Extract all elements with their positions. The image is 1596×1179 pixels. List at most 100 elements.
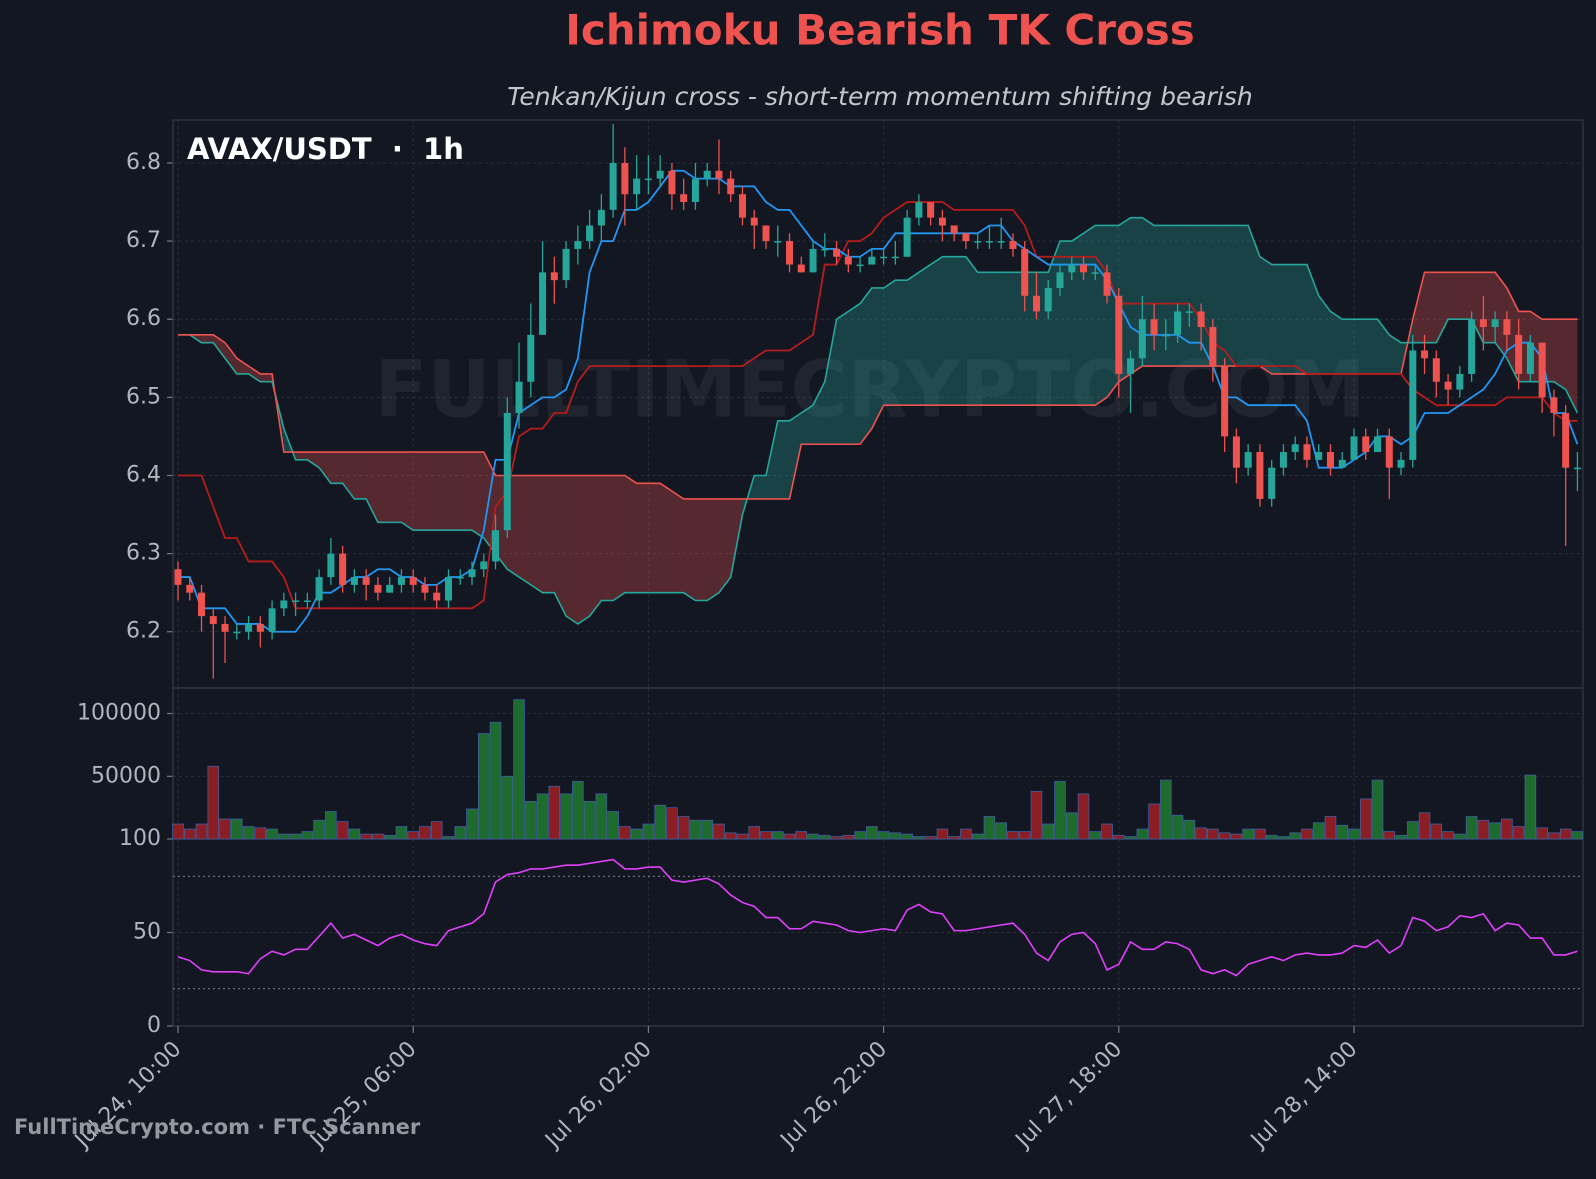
- volume-bar: [713, 823, 725, 840]
- candle-body: [444, 577, 452, 601]
- cloud-fill: [1236, 225, 1249, 367]
- candle-body: [1385, 436, 1393, 468]
- volume-bar: [372, 833, 384, 840]
- volume-bar: [1442, 831, 1454, 840]
- volume-bar: [889, 832, 902, 840]
- y-tick-label: 6.4: [126, 462, 161, 487]
- candle-body: [833, 248, 841, 257]
- candle-body: [574, 241, 582, 249]
- cloud-fill: [1283, 264, 1296, 374]
- candle-body: [233, 631, 241, 634]
- cloud-fill: [1330, 311, 1343, 374]
- volume-bar: [819, 834, 831, 840]
- cloud-fill: [1154, 225, 1166, 367]
- volume-bar: [172, 823, 184, 840]
- candle-body: [856, 264, 864, 267]
- volume-bar: [454, 826, 467, 840]
- cloud-fill: [871, 287, 884, 429]
- volume-bar: [1242, 828, 1254, 840]
- candle-body: [597, 209, 605, 226]
- candle-body: [1550, 397, 1558, 413]
- candle-body: [456, 577, 464, 579]
- volume-bar: [830, 836, 843, 840]
- cloud-fill: [1553, 319, 1566, 390]
- volume-bar: [1395, 834, 1407, 840]
- volume-bar: [666, 807, 678, 840]
- y-tick-label: 6.3: [126, 541, 161, 566]
- candle-body: [1197, 311, 1205, 328]
- volume-bar: [1171, 814, 1184, 840]
- volume-bar: [783, 833, 796, 840]
- volume-bar: [572, 780, 584, 840]
- candle-body: [386, 584, 394, 593]
- volume-bar: [525, 801, 537, 840]
- cloud-fill: [260, 373, 273, 382]
- volume-bar: [983, 816, 996, 840]
- volume-bar: [1195, 827, 1207, 840]
- cloud-fill: [424, 452, 437, 531]
- cloud-fill: [542, 475, 555, 593]
- volume-bar: [607, 811, 619, 840]
- cloud-fill: [801, 405, 814, 445]
- candle-body: [1115, 295, 1123, 374]
- candle-body: [1209, 327, 1217, 367]
- cloud-fill: [613, 475, 625, 601]
- volume-bar: [1101, 823, 1113, 840]
- cloud-fill: [883, 280, 896, 406]
- volume-bar: [1336, 824, 1349, 840]
- cloud-fill: [1095, 225, 1108, 406]
- cloud-fill: [436, 452, 449, 531]
- candle-body: [927, 202, 935, 218]
- candle-body: [915, 202, 923, 218]
- candle-body: [974, 241, 982, 243]
- volume-bar: [548, 785, 561, 840]
- cloud-fill: [1377, 319, 1390, 374]
- candle-body: [609, 162, 617, 210]
- candle-body: [985, 241, 993, 243]
- volume-bar: [1183, 819, 1196, 840]
- candle-body: [1374, 436, 1382, 453]
- volume-bar: [442, 836, 455, 840]
- cloud-fill: [718, 498, 731, 593]
- volume-bar: [1054, 780, 1066, 840]
- candle-body: [1009, 241, 1017, 249]
- candle-body: [186, 584, 194, 593]
- cloud-fill: [448, 452, 461, 531]
- volume-bar: [242, 826, 255, 840]
- cloud-fill: [472, 452, 484, 538]
- volume-bar: [795, 831, 808, 840]
- cloud-fill: [1354, 319, 1366, 374]
- volume-bar: [971, 833, 984, 840]
- cloud-fill: [1483, 272, 1496, 343]
- cloud-fill: [554, 475, 567, 617]
- volume-bar: [583, 801, 596, 840]
- cloud-fill: [1342, 319, 1354, 374]
- cloud-fill: [1424, 272, 1437, 343]
- cloud-fill: [530, 475, 543, 593]
- volume-bar: [1254, 828, 1266, 840]
- candle-body: [1362, 436, 1370, 453]
- volume-bar: [1524, 774, 1537, 840]
- candle-body: [256, 623, 264, 632]
- cloud-fill: [1448, 272, 1460, 320]
- volume-bar: [407, 831, 419, 840]
- volume-bar: [466, 808, 478, 840]
- candle-body: [268, 608, 276, 632]
- candle-body: [644, 178, 652, 181]
- candle-body: [1303, 444, 1311, 460]
- volume-bar: [1089, 831, 1102, 840]
- volume-bar: [278, 833, 290, 840]
- cloud-fill: [683, 498, 696, 601]
- volume-bar: [1136, 828, 1149, 840]
- volume-bar: [1030, 790, 1043, 840]
- volume-bar: [1465, 816, 1478, 840]
- volume-bar: [677, 816, 690, 840]
- cloud-fill: [1248, 225, 1260, 367]
- candle-body: [1162, 334, 1170, 337]
- cloud-fill: [836, 311, 849, 445]
- cloud-fill: [895, 280, 908, 406]
- candle-body: [1185, 311, 1193, 313]
- cloud-fill: [813, 381, 825, 445]
- volume-bar: [913, 836, 925, 840]
- volume-bar: [254, 827, 267, 840]
